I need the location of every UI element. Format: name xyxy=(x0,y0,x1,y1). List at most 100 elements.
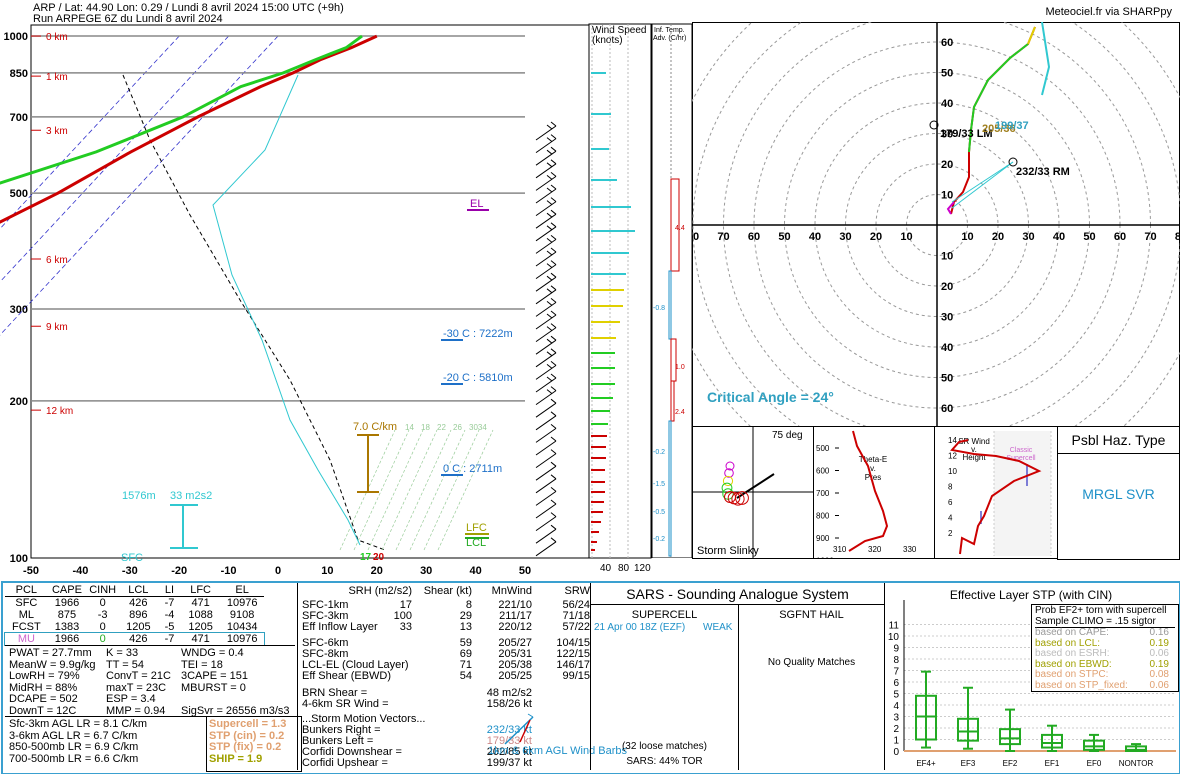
temp-tick: 50 xyxy=(519,565,531,577)
rm-marker xyxy=(1008,157,1018,167)
kin-cell: SFC-8km xyxy=(302,648,349,660)
divider xyxy=(738,604,739,770)
wind-barb xyxy=(535,390,557,406)
hazard-value: MRGL SVR xyxy=(1082,486,1155,502)
wind-barb-flag xyxy=(550,298,557,303)
srw-y-tick: 10 xyxy=(948,467,957,476)
srw-y-tick: 12 xyxy=(948,452,957,461)
kin-cell: 202/85 kt xyxy=(486,746,532,758)
adv-cold xyxy=(668,420,672,557)
height-label: 0 km xyxy=(46,32,68,43)
stp-y-tick: 10 xyxy=(888,632,900,643)
mix-ratio-tick: 3034 xyxy=(469,423,487,432)
sars-loose: (32 loose matches) xyxy=(621,741,708,752)
iso-m20: -20 C : 5810m xyxy=(443,372,513,384)
wind-barb-flag xyxy=(546,137,553,142)
wind-barb xyxy=(535,226,557,242)
hodo-ring-label: 40 xyxy=(809,231,821,243)
storm-slinky: 75 deg Storm Slinky xyxy=(692,426,814,559)
wind-barb-flag xyxy=(550,373,557,379)
wind-barb-flag xyxy=(550,159,557,165)
sars-match-type: WEAK xyxy=(703,622,733,633)
wind-speed-tick-80: 80 xyxy=(618,563,630,574)
table-row: MU 1966 0 426 -7 471 10976 xyxy=(3,632,266,646)
kin-row: Eff Inflow Layer 33 13 220/12 57/22 xyxy=(302,621,590,633)
kin-cell: 71/18 xyxy=(562,610,590,622)
wind-barb-flag xyxy=(550,449,557,454)
srw-y-tick: 4 xyxy=(948,514,953,523)
wind-barb-flag xyxy=(546,301,553,306)
stp-fix: STP (fix) = 0.2 xyxy=(209,741,282,753)
srw-band xyxy=(994,431,1051,556)
kin-cell: Corfidi Upshear = xyxy=(302,757,388,769)
parcel-cell: 0 xyxy=(99,597,106,609)
parcel-cell: 875 xyxy=(57,609,77,621)
kin-cell: SRW xyxy=(564,585,590,597)
stp-cin: STP (cin) = 0.2 xyxy=(209,729,285,742)
mixing-ratio-line xyxy=(423,429,480,551)
stp-y-tick: 4 xyxy=(893,701,899,712)
stp-category: EF3 xyxy=(961,759,976,768)
divider xyxy=(5,645,295,646)
kin-row: 199/37 kt xyxy=(302,757,590,769)
wind-barb-flag xyxy=(550,260,557,265)
pressure-label: 1000 xyxy=(4,31,28,43)
hodo-trace-mid xyxy=(968,43,1029,153)
wind-barb xyxy=(535,528,557,544)
kin-cell: 8 xyxy=(465,599,472,611)
wind-barb xyxy=(535,364,557,380)
mixing-ratio-line xyxy=(381,429,438,551)
critical-angle: Critical Angle = 24° xyxy=(707,389,834,405)
parcel-cell: -4 xyxy=(164,609,175,621)
kin-cell: Eff Shear (EBWD) xyxy=(302,670,392,682)
hodo-trace-sfc xyxy=(946,201,955,215)
wind-barb xyxy=(535,352,557,368)
prob-sample: Sample CLIMO = .15 sigtor xyxy=(1035,616,1175,628)
kin-cell: Eff Inflow Layer xyxy=(302,621,378,633)
wind-barb-flag xyxy=(550,146,557,152)
temp-tick: -50 xyxy=(23,565,39,577)
header-line1: ARP / Lat: 44.90 Lon: 0.29 / Lundi 8 avr… xyxy=(33,2,344,14)
kin-cell: Shear (kt) xyxy=(423,585,472,597)
lapse-rates: Sfc-3km AGL LR = 8.1 C/km 3-6km AGL LR =… xyxy=(9,718,147,765)
index-value: MeanW = 9.9g/kg xyxy=(9,658,96,671)
parcel-cell: -7 xyxy=(164,633,175,645)
based-label: based on EBWD: xyxy=(1035,658,1112,670)
kin-row: 179/33 kt xyxy=(302,735,590,747)
wind-barb-flag xyxy=(550,348,557,354)
pressure-label: 850 xyxy=(10,68,28,80)
lapse-rate: 700-500mb LR = 6.6 C/km xyxy=(9,752,139,765)
parcel-cell: 1966 xyxy=(54,597,80,609)
kin-cell: 205/38 xyxy=(498,659,532,671)
sfc-label: SFC xyxy=(121,552,143,564)
stp-y-tick: 3 xyxy=(893,713,899,724)
isotherm-line xyxy=(0,35,229,283)
stp-y-tick: 11 xyxy=(889,621,900,632)
lapse-rate: 850-500mb LR = 6.9 C/km xyxy=(9,741,139,753)
index-value: SigSvr = 26556 m3/s3 xyxy=(181,704,290,717)
temp-tick: 0 xyxy=(275,565,281,577)
hazard-box: Psbl Haz. Type MRGL SVR xyxy=(1057,426,1180,560)
srw-title: Height xyxy=(962,453,986,462)
wind-barb-flag xyxy=(550,285,557,291)
based-row: based on STP_fixed: 0.06 xyxy=(1035,680,1175,692)
srw-supercell: Supercell xyxy=(1006,455,1036,462)
wind-barb-flag xyxy=(550,184,557,190)
hodo-ring-label: 30 xyxy=(941,312,953,324)
table-row: SFC 1966 0 426 -7 471 10976 xyxy=(5,597,264,609)
srw-y-tick: 14 xyxy=(948,436,957,445)
hodo-ring-label: 20 xyxy=(941,159,953,171)
wind-barb xyxy=(535,163,557,179)
kin-row: Bunkers Right = xyxy=(302,724,590,736)
parcel-cell: 10434 xyxy=(226,621,258,633)
rm-label: 232/33 RM xyxy=(1016,166,1070,178)
temp-tick: -10 xyxy=(221,565,237,577)
wind-barb xyxy=(535,377,557,393)
kin-row: SFC-3km 100 29 211/17 71/18 xyxy=(302,610,590,622)
height-label: 6 km xyxy=(46,255,68,266)
parcel-cell: 1205 xyxy=(126,621,151,633)
stp-y-tick: 0 xyxy=(893,747,899,758)
wind-barb xyxy=(535,339,557,355)
